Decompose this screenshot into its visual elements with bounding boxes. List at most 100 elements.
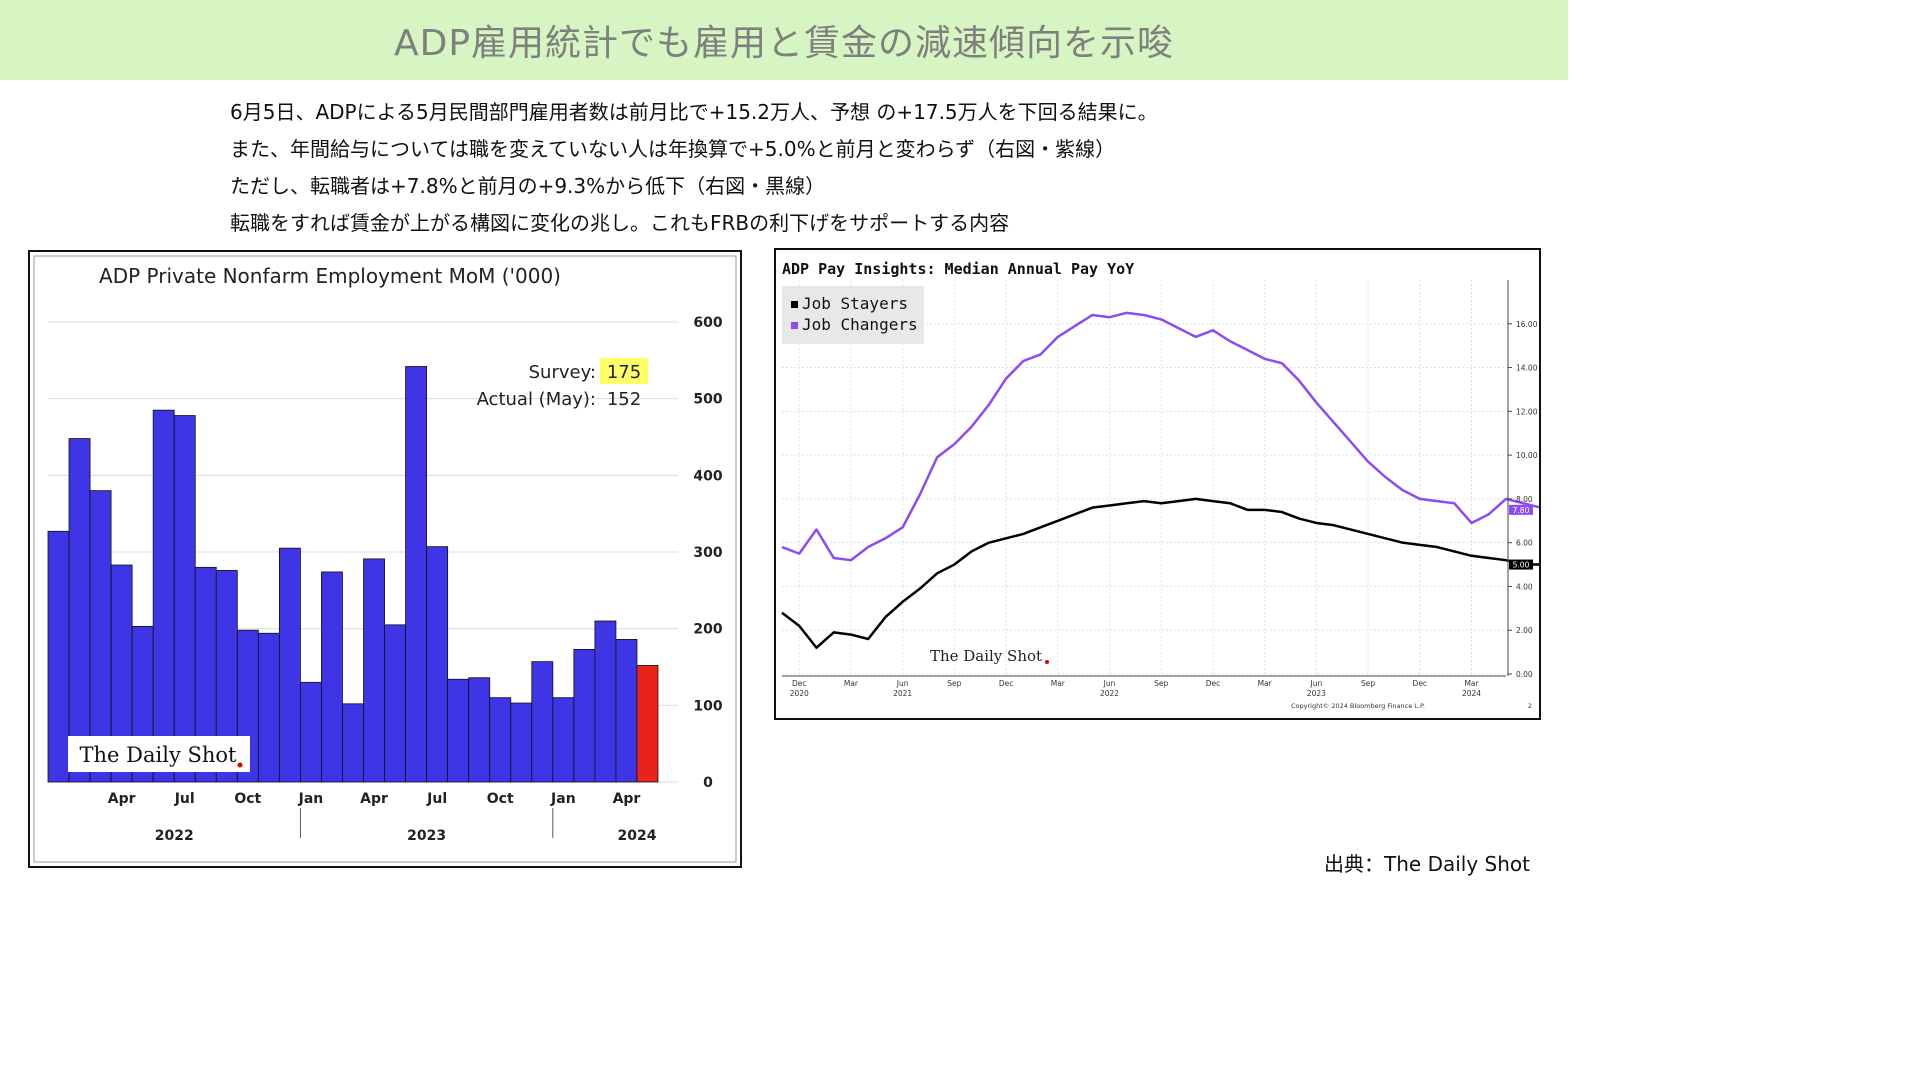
legend-background xyxy=(782,286,924,344)
x-tick-label: Mar xyxy=(844,679,859,688)
bar xyxy=(257,632,280,783)
x-tick-label: Jan xyxy=(298,791,324,807)
last-value-label: 5.00 xyxy=(1513,561,1530,570)
daily-shot-logo: The Daily Shot xyxy=(68,736,250,772)
series-lines: 5.00 7.80 xyxy=(781,311,1575,649)
page-number: 2 xyxy=(1528,702,1532,710)
y-tick-label: 4.00 xyxy=(1516,582,1533,591)
legend-swatch-job-changers xyxy=(791,322,798,329)
y-axis-ticks: 0.00 2.00 4.00 6.00 8.00 10.00 12.00 14.00 16.00 xyxy=(1507,280,1538,679)
actual-value: 152 xyxy=(607,389,641,410)
y-tick-label: 600 xyxy=(693,315,722,331)
bar xyxy=(321,571,343,783)
x-tick-label: Dec xyxy=(1206,679,1221,688)
y-tick-label: 2.00 xyxy=(1516,626,1533,635)
survey-label: Survey: xyxy=(529,362,596,383)
year-label: 2022 xyxy=(155,828,194,844)
bar xyxy=(447,678,470,783)
x-tick-label: Dec xyxy=(1413,679,1428,688)
survey-highlight xyxy=(600,358,648,384)
y-tick-label: 6.00 xyxy=(1516,539,1533,548)
y-axis-ticks: 0 100 200 300 400 500 600 xyxy=(693,315,722,791)
x-tick-label: Apr xyxy=(360,791,388,807)
bar xyxy=(594,620,617,783)
x-tick-label: Dec xyxy=(999,679,1014,688)
series-line-job-changers xyxy=(781,311,1558,562)
bar-latest xyxy=(636,665,659,783)
x-year-label: 2022 xyxy=(1100,689,1119,698)
legend-label-job-changers: Job Changers xyxy=(802,315,918,334)
x-tick-label: Mar xyxy=(1258,679,1273,688)
y-tick-label: 16.00 xyxy=(1516,320,1538,329)
bar xyxy=(615,638,638,783)
x-tick-label: Jan xyxy=(550,791,576,807)
year-label: 2023 xyxy=(407,828,446,844)
copyright-text: Copyright© 2024 Bloomberg Finance L.P. xyxy=(1291,702,1425,710)
last-value-badge xyxy=(1509,504,1533,515)
employment-bar-chart: ADP Private Nonfarm Employment MoM ('000… xyxy=(33,255,737,863)
x-year-label: 2024 xyxy=(1462,689,1481,698)
x-tick-label: Jun xyxy=(1310,679,1323,688)
y-tick-label: 400 xyxy=(693,468,722,484)
legend-swatch-job-stayers xyxy=(791,301,798,308)
watermark-text: The Daily Shot xyxy=(80,743,238,767)
title-banner: ADP雇用統計でも雇用と賃金の減速傾向を示唆 xyxy=(0,0,1568,80)
x-tick-label: Mar xyxy=(1051,679,1066,688)
inner-frame xyxy=(33,255,737,863)
bars xyxy=(47,366,659,783)
y-tick-label: 100 xyxy=(693,698,722,714)
x-axis-ticks: Dec Mar Jun Sep Dec Mar Jun Sep Dec Mar Jun Sep Dec M… xyxy=(782,675,1506,698)
pay-insights-line-chart: ADP Pay Insights: Median Annual Pay YoY … xyxy=(778,252,1575,716)
x-axis-ticks: Apr Jul Oct Jan Apr Jul Oct Jan Apr 2022 2023 2024 xyxy=(108,791,657,844)
bar xyxy=(173,415,196,783)
bar xyxy=(531,661,554,783)
legend-label-job-stayers: Job Stayers xyxy=(802,294,908,313)
pay-insights-line-chart-panel: ADP Pay Insights: Median Annual Pay YoY … xyxy=(774,248,1575,720)
x-tick-label: Mar xyxy=(1464,679,1479,688)
description-line: ただし、転職者は+7.8%と前月の+9.3%から低下（右図・黒線） xyxy=(230,174,826,198)
bar xyxy=(468,677,491,783)
legend: Job Stayers Job Changers xyxy=(782,286,924,344)
x-tick-label: Sep xyxy=(1361,679,1375,688)
y-tick-label: 10.00 xyxy=(1516,451,1538,460)
y-tick-label: 200 xyxy=(693,622,722,638)
description-line: また、年間給与については職を変えていない人は年換算で+5.0%と前月と変わらず（… xyxy=(230,137,1116,161)
bar xyxy=(510,702,533,783)
last-value-badge xyxy=(1509,559,1533,570)
bar xyxy=(363,558,385,783)
x-tick-label: Oct xyxy=(234,791,261,807)
x-tick-label: Sep xyxy=(947,679,961,688)
y-tick-label: 14.00 xyxy=(1516,364,1538,373)
survey-annotation: Survey: 175 Actual (May): 152 xyxy=(477,358,648,410)
description-line: 転職をすれば賃金が上がる構図に変化の兆し。これもFRBの利下げをサポートする内容 xyxy=(230,211,1010,235)
series-line-job-stayers xyxy=(781,497,1575,649)
chart-title: ADP Pay Insights: Median Annual Pay YoY xyxy=(782,260,1134,278)
bar xyxy=(47,530,70,783)
x-tick-label: Oct xyxy=(487,791,514,807)
bar xyxy=(300,681,322,783)
employment-bar-chart-panel: ADP Private Nonfarm Employment MoM ('000… xyxy=(28,250,742,868)
x-tick-label: Dec xyxy=(792,679,807,688)
bar xyxy=(552,697,575,783)
x-year-label: 2023 xyxy=(1307,689,1326,698)
bar xyxy=(573,648,596,783)
bar xyxy=(384,624,406,783)
bar xyxy=(426,546,449,783)
x-year-label: 2021 xyxy=(893,689,912,698)
y-tick-label: 8.00 xyxy=(1516,495,1533,504)
year-label: 2024 xyxy=(617,828,656,844)
y-tick-label: 12.00 xyxy=(1516,407,1538,416)
gridlines xyxy=(782,280,1506,675)
x-tick-label: Sep xyxy=(1154,679,1168,688)
x-tick-label: Jun xyxy=(1103,679,1116,688)
chart-title: ADP Private Nonfarm Employment MoM ('000… xyxy=(99,264,561,288)
logo-dot xyxy=(1045,660,1049,664)
last-value-label: 7.80 xyxy=(1513,506,1530,515)
bar xyxy=(405,366,428,783)
y-tick-label: 300 xyxy=(693,545,722,561)
logo-dot xyxy=(237,762,243,768)
description-line: 6月5日、ADPによる5月民間部門雇用者数は前月比で+15.2万人、予想 の+1… xyxy=(230,100,1158,124)
x-tick-label: Apr xyxy=(108,791,136,807)
description-text: 6月5日、ADPによる5月民間部門雇用者数は前月比で+15.2万人、予想 の+1… xyxy=(230,94,1550,242)
y-tick-label: 0 xyxy=(703,775,713,791)
